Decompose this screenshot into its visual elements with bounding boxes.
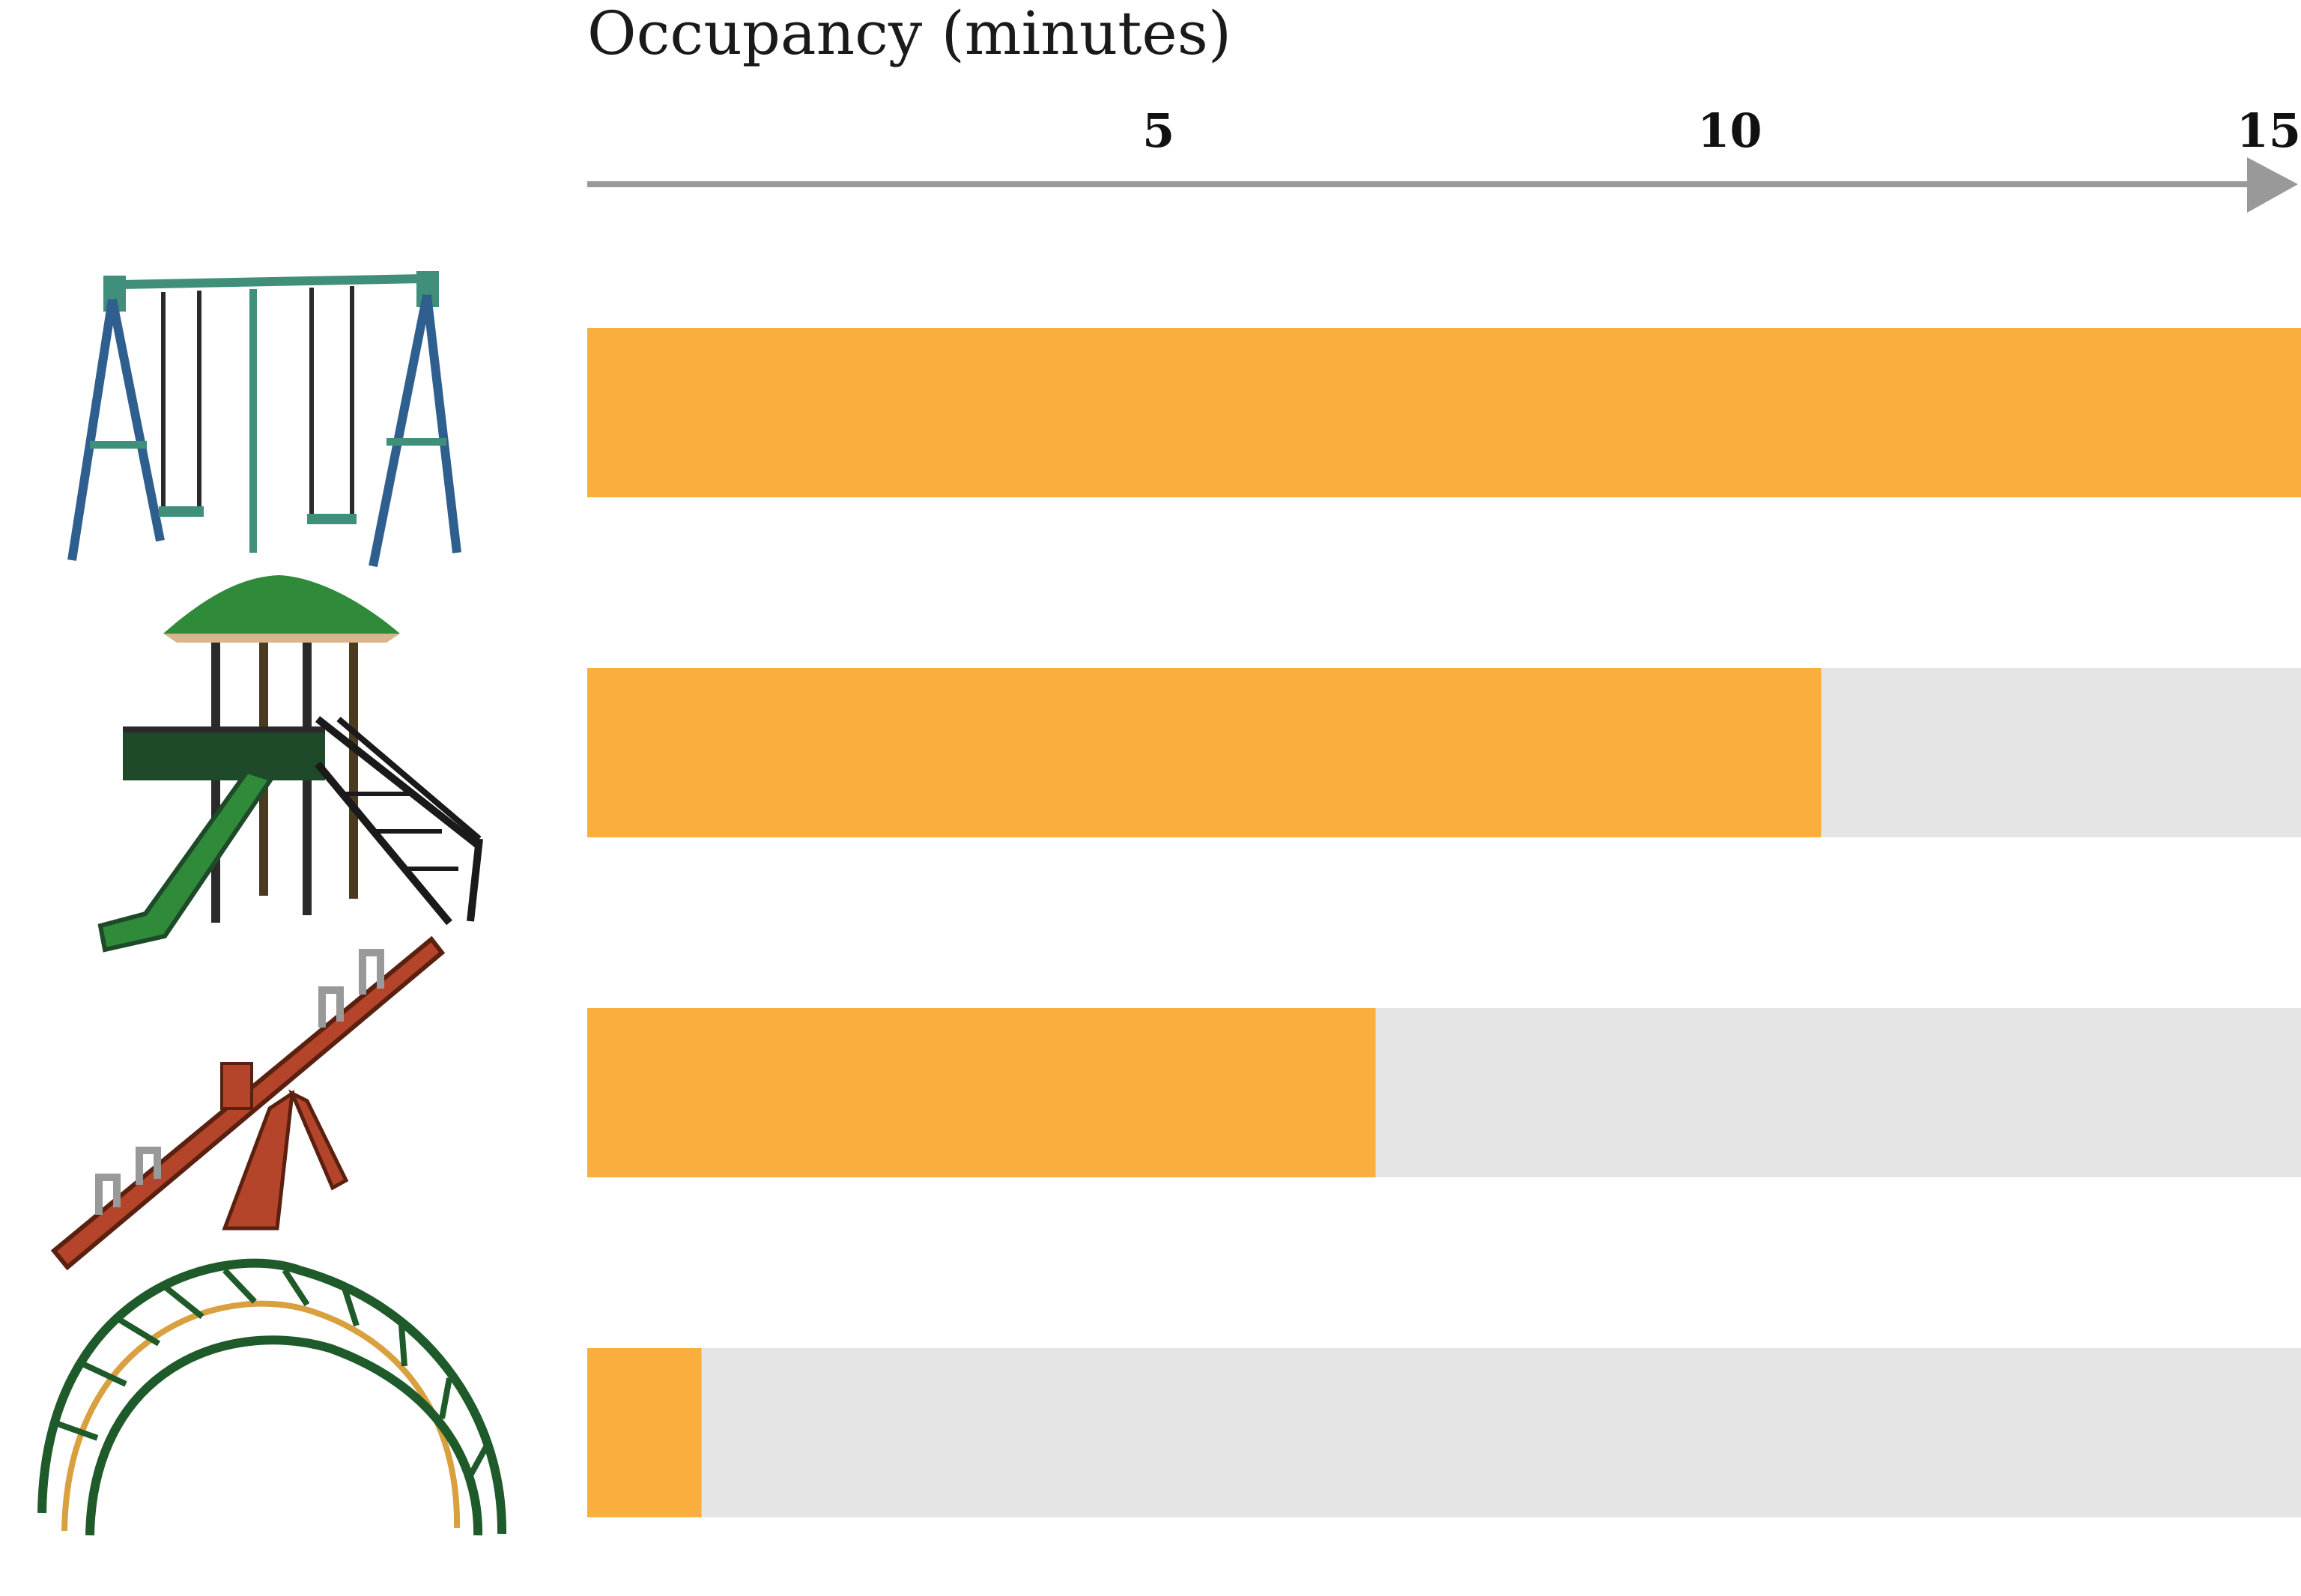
seesaw-icon [50,935,446,1271]
x-tick-label: 5 [1142,103,1174,158]
x-tick-label: 10 [1697,103,1762,158]
climbing-arch-icon [37,1258,507,1536]
bar [587,328,2301,497]
bar [587,1008,1376,1177]
x-axis-ticks: 5 10 15 [1142,103,2301,158]
bar-series [587,328,2301,1517]
x-tick-label: 15 [2237,103,2301,158]
x-axis-arrow-icon [2247,157,2298,213]
x-axis-title: Occupancy (minutes) [587,0,1231,68]
bar [587,668,1822,837]
bar [587,1348,702,1517]
x-axis [587,157,2298,213]
play-structure-icon [97,575,483,953]
bar-track [587,1348,2301,1517]
category-icons [37,271,507,1536]
swing-set-icon [67,271,461,568]
